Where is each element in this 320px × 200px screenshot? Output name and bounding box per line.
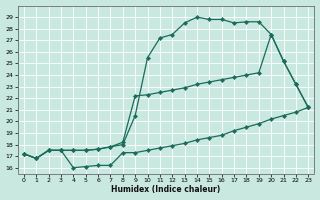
X-axis label: Humidex (Indice chaleur): Humidex (Indice chaleur) bbox=[111, 185, 221, 194]
